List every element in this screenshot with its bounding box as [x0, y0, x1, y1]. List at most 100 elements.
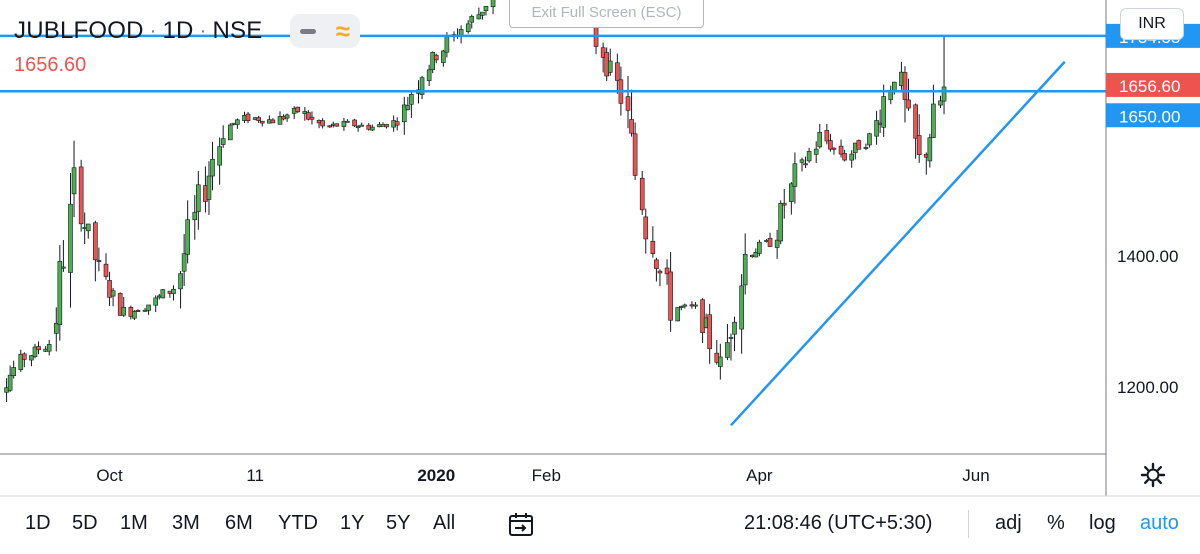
candle: [916, 114, 922, 163]
candle: [433, 53, 439, 64]
candle: [96, 247, 102, 272]
candle: [654, 257, 659, 282]
candle: [828, 133, 833, 152]
candle: [902, 66, 908, 123]
collapse-icon[interactable]: [290, 14, 325, 48]
approx-wave-icon[interactable]: ≈: [335, 15, 351, 46]
candle: [295, 106, 301, 114]
candle: [132, 310, 137, 320]
candle: [781, 189, 787, 219]
candle: [284, 113, 290, 122]
range-ytd-button[interactable]: YTD: [278, 512, 318, 534]
candle: [135, 309, 141, 312]
time-tick-label: 2020: [417, 466, 455, 485]
candle: [401, 96, 407, 135]
time-tick-label: Apr: [746, 466, 773, 485]
exit-fullscreen-button[interactable]: Exit Full Screen (ESC): [509, 0, 704, 28]
symbol-legend[interactable]: JUBLFOOD · 1D · NSE ≈: [14, 14, 361, 48]
candle: [490, 0, 496, 15]
legend-toggle[interactable]: ≈: [290, 14, 361, 48]
range-5y-button[interactable]: 5Y: [386, 512, 411, 534]
percent-toggle[interactable]: %: [1047, 512, 1065, 534]
range-all-button[interactable]: All: [433, 512, 456, 534]
candle: [78, 159, 84, 232]
auto-toggle[interactable]: auto: [1140, 512, 1179, 534]
candle: [394, 117, 400, 131]
time-tick-label: 11: [246, 466, 264, 485]
candle: [419, 75, 425, 100]
last-price: 1656.60: [14, 54, 87, 76]
candle: [309, 111, 315, 125]
candle: [409, 90, 414, 118]
candle: [107, 271, 112, 306]
candle: [405, 96, 411, 111]
range-6m-button[interactable]: 6M: [225, 512, 253, 534]
currency-button[interactable]: INR: [1120, 8, 1184, 40]
candle: [334, 123, 340, 127]
time-axis[interactable]: Oct 11 2020 Feb Apr Jun: [96, 466, 989, 485]
candle: [739, 274, 744, 354]
range-3m-button[interactable]: 3M: [172, 512, 200, 534]
candle: [863, 143, 869, 151]
candle: [650, 226, 656, 258]
candle: [615, 53, 620, 94]
candle: [732, 316, 737, 352]
candle: [110, 287, 116, 307]
candle: [632, 122, 638, 180]
svg-text:1650.00: 1650.00: [1119, 107, 1180, 126]
candle: [103, 253, 109, 280]
gear-icon[interactable]: [1140, 462, 1166, 488]
time-tick-label: Oct: [96, 466, 123, 485]
symbol-exchange: NSE: [212, 17, 263, 44]
range-1y-button[interactable]: 1Y: [340, 512, 365, 534]
clock-time[interactable]: 21:08:46 (UTC+5:30): [744, 512, 933, 534]
candle: [931, 84, 936, 138]
candle: [789, 182, 794, 215]
candle: [22, 352, 27, 368]
adj-toggle[interactable]: adj: [995, 512, 1022, 534]
candle: [220, 125, 226, 148]
candle: [277, 111, 283, 125]
candle: [849, 150, 855, 168]
candle: [483, 6, 489, 16]
candle: [235, 118, 240, 129]
candle: [824, 123, 830, 145]
trend-line[interactable]: [730, 60, 1066, 427]
range-5d-button[interactable]: 5D: [72, 512, 98, 534]
candle: [607, 48, 613, 76]
candle: [806, 147, 812, 163]
candle: [227, 123, 233, 141]
candle: [171, 285, 176, 301]
candle: [32, 343, 38, 359]
candle: [259, 120, 265, 127]
candle: [629, 89, 634, 137]
candle: [29, 355, 34, 367]
svg-text:1656.60: 1656.60: [1119, 77, 1180, 96]
candle: [245, 111, 251, 124]
candle: [867, 132, 872, 148]
candle: [913, 103, 918, 159]
candle: [320, 118, 325, 129]
candle: [57, 245, 63, 341]
date-range-icon[interactable]: [508, 512, 536, 538]
candle: [678, 305, 684, 311]
candle: [71, 140, 77, 218]
log-toggle[interactable]: log: [1089, 512, 1116, 534]
range-1d-button[interactable]: 1D: [25, 512, 51, 534]
price-tick-label: 1400.00: [1117, 247, 1178, 266]
candle: [813, 141, 819, 163]
candle: [480, 11, 485, 20]
time-tick-label: Feb: [532, 466, 561, 485]
candle: [53, 307, 59, 352]
price-tick-label: 1800.00: [1117, 0, 1178, 4]
candle: [36, 341, 41, 355]
range-1m-button[interactable]: 1M: [120, 512, 148, 534]
candle: [753, 248, 759, 258]
candle: [874, 110, 879, 145]
candle: [217, 137, 222, 185]
bottom-toolbar: 1D 5D 1M 3M 6M YTD 1Y 5Y All 21:08:46 (U…: [0, 496, 1200, 554]
candle: [842, 149, 847, 162]
candle: [657, 269, 663, 287]
